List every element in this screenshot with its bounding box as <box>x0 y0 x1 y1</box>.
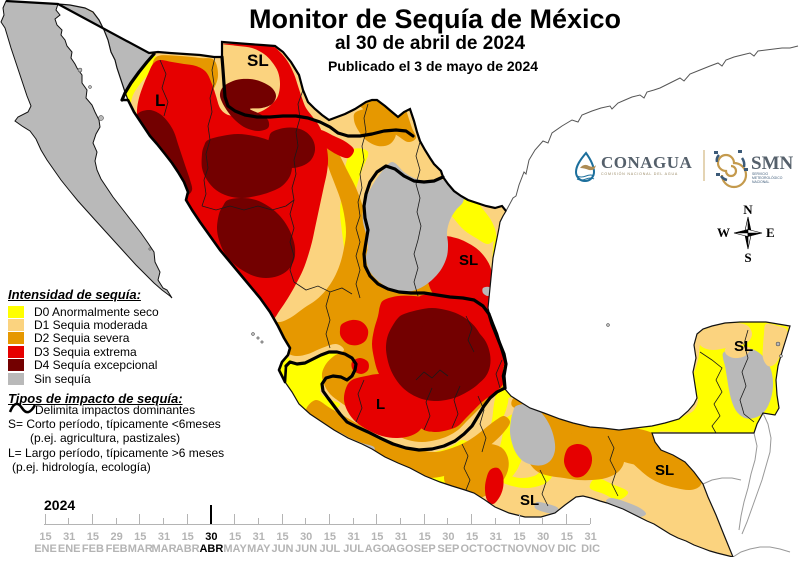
svg-text:SL: SL <box>734 338 753 355</box>
svg-text:NACIONAL: NACIONAL <box>752 180 769 184</box>
svg-text:SL: SL <box>520 492 539 509</box>
svg-text:N: N <box>743 202 753 217</box>
svg-text:E: E <box>766 225 775 240</box>
svg-text:S: S <box>744 250 751 265</box>
svg-text:SERVICIO: SERVICIO <box>752 172 769 176</box>
svg-text:W: W <box>717 225 730 240</box>
svg-text:L: L <box>376 396 385 413</box>
svg-text:SL: SL <box>247 51 269 70</box>
svg-text:SL: SL <box>655 462 674 479</box>
svg-text:CONAGUA: CONAGUA <box>601 153 693 172</box>
svg-text:SL: SL <box>459 252 478 269</box>
svg-text:METEOROLÓGICO: METEOROLÓGICO <box>752 175 783 180</box>
svg-text:SMN: SMN <box>751 153 794 174</box>
svg-text:L: L <box>155 91 165 110</box>
svg-text:COMISIÓN NACIONAL DEL AGUA: COMISIÓN NACIONAL DEL AGUA <box>601 171 678 176</box>
